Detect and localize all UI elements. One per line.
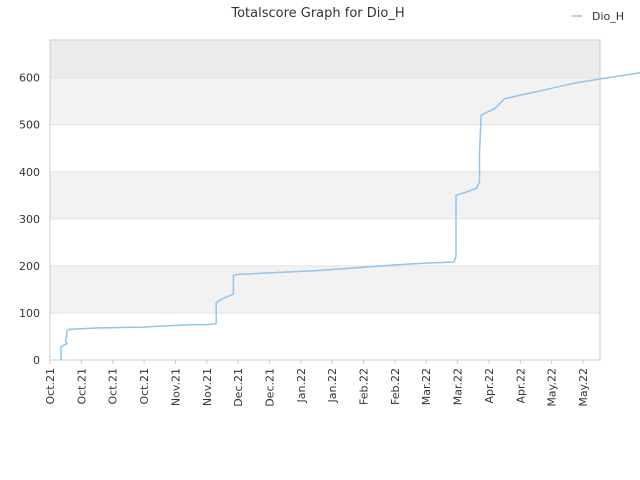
plot-frame — [49, 39, 601, 361]
y-tick-labels: 0 100 200 300 400 500 600 — [19, 72, 40, 367]
y-tick-label: 100 — [19, 307, 40, 320]
x-tick-label: Oct.21 — [107, 368, 120, 405]
legend[interactable]: Dio_H — [572, 10, 624, 23]
y-tick-label: 200 — [19, 260, 40, 273]
plot-band — [50, 265, 600, 313]
plot-band — [50, 218, 600, 266]
x-tick-label: Mar.22 — [452, 368, 465, 405]
x-tick-label: Apr.22 — [514, 368, 527, 404]
legend-label: Dio_H — [592, 10, 624, 23]
x-tick-label: Mar.22 — [420, 368, 433, 405]
x-tick-label: Dec.21 — [232, 368, 245, 407]
plot-band — [50, 77, 600, 125]
plot-band — [50, 124, 600, 172]
plot-band — [50, 171, 600, 219]
y-tick-label: 500 — [19, 119, 40, 132]
grid-lines — [50, 77, 600, 361]
plot-band — [50, 40, 600, 78]
x-tick-label: Feb.22 — [358, 368, 371, 405]
y-tick-label: 600 — [19, 72, 40, 85]
x-tick-label: Oct.21 — [75, 368, 88, 405]
axes — [49, 39, 601, 364]
x-tick-label: Feb.22 — [389, 368, 402, 405]
x-tick-label: May.22 — [546, 368, 559, 407]
series-layer — [60, 71, 640, 360]
y-tick-label: 300 — [19, 213, 40, 226]
series-line — [60, 71, 640, 360]
x-tick-label: Nov.21 — [201, 368, 214, 406]
x-tick-label: Jan.22 — [295, 368, 308, 403]
x-tick-label: May.22 — [577, 368, 590, 407]
x-tick-labels: Oct.21 Oct.21 Oct.21 Oct.21 Nov.21 Nov.21 Dec.… — [44, 368, 590, 407]
plot-band — [50, 312, 600, 360]
x-tick-label: Apr.22 — [483, 368, 496, 404]
x-tick-label: Nov.21 — [169, 368, 182, 406]
x-tick-label: Jan.22 — [326, 368, 339, 403]
x-tick-label: Oct.21 — [138, 368, 151, 405]
x-tick-label: Oct.21 — [44, 368, 57, 405]
plot-bands — [50, 40, 600, 360]
chart-title: Totalscore Graph for Dio_H — [230, 6, 404, 21]
y-tick-label: 400 — [19, 166, 40, 179]
x-tick-label: Dec.21 — [263, 368, 276, 407]
y-tick-label: 0 — [33, 354, 40, 367]
